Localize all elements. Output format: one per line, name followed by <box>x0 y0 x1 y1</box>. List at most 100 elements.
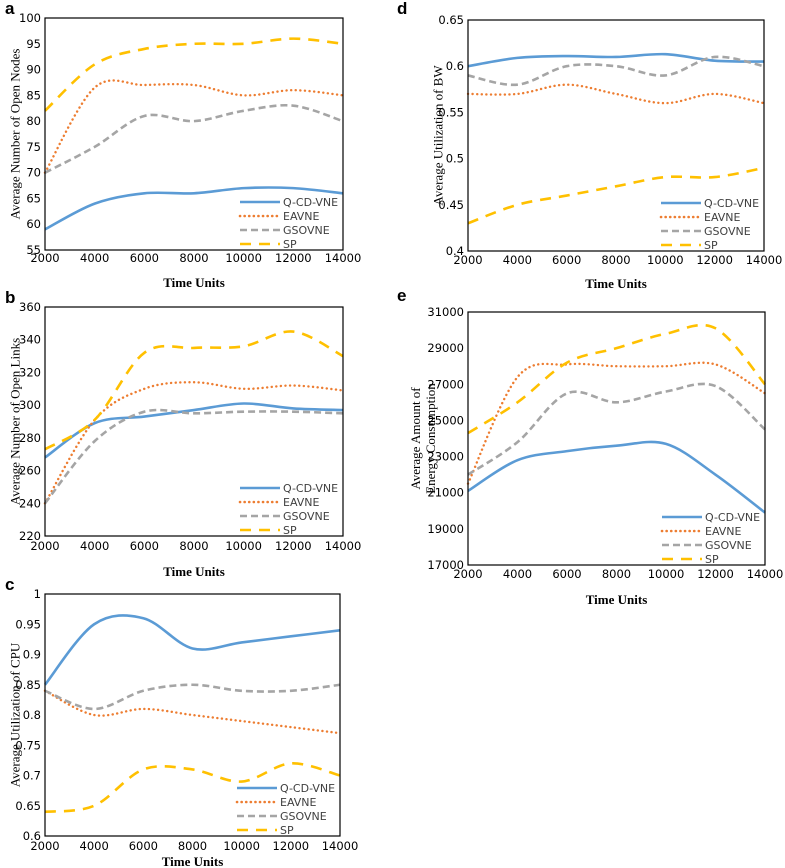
y-tick-label: 65 <box>26 191 41 205</box>
x-tick-label: 4000 <box>80 251 109 265</box>
y-tick-label: 27000 <box>427 377 464 391</box>
y-tick-label: 0.55 <box>438 105 464 119</box>
panel-label: b <box>5 288 15 307</box>
legend-label: EAVNE <box>283 496 320 509</box>
y-tick-label: 0.5 <box>446 152 464 166</box>
x-tick-label: 2000 <box>453 253 482 267</box>
y-tick-label: 280 <box>19 431 41 445</box>
y-tick-label: 25000 <box>427 413 464 427</box>
legend-label: EAVNE <box>283 210 320 223</box>
series-line <box>467 382 766 476</box>
y-tick-label: 70 <box>26 166 41 180</box>
y-axis-title: Average Number of Open Nodes <box>8 49 23 220</box>
y-tick-label: 75 <box>26 140 41 154</box>
y-tick-label: 0.9 <box>23 648 41 662</box>
y-tick-label: 95 <box>26 37 41 51</box>
y-tick-label: 0.85 <box>15 678 41 692</box>
panel-label: d <box>397 0 407 18</box>
legend-label: GSOVNE <box>704 225 751 238</box>
series-line <box>44 37 344 112</box>
y-axis-title: Average Utilization of BW <box>431 65 446 206</box>
y-tick-label: 60 <box>26 217 41 231</box>
x-tick-label: 2000 <box>453 567 482 581</box>
y-tick-label: 21000 <box>427 486 464 500</box>
y-axis-title: Average Amount of <box>408 387 423 490</box>
y-tick-label: 29000 <box>427 341 464 355</box>
x-tick-label: 8000 <box>179 539 208 553</box>
panel-a: a 55 60 65 70 75 80 85 90 95 100 2000 4000 6000 8000 10… <box>5 0 361 290</box>
x-tick-label: 10000 <box>647 253 684 267</box>
plot-area <box>44 593 341 837</box>
legend-label: SP <box>705 553 719 566</box>
legend-label: Q-CD-VNE <box>283 482 338 495</box>
series-line <box>43 408 344 505</box>
x-tick-label: 4000 <box>80 839 109 853</box>
y-tick-label: 90 <box>26 63 41 77</box>
x-tick-label: 14000 <box>322 839 359 853</box>
y-tick-label: 0.45 <box>438 198 464 212</box>
plot-area <box>44 17 344 251</box>
x-tick-label: 12000 <box>273 839 310 853</box>
y-axis-title: Average Number of Open Links <box>8 338 23 505</box>
series-line <box>43 689 342 735</box>
legend-label: SP <box>283 524 297 537</box>
x-tick-label: 14000 <box>747 567 784 581</box>
y-tick-label: 0.65 <box>15 799 41 813</box>
legend-label: EAVNE <box>704 211 741 224</box>
legend-label: SP <box>704 239 718 252</box>
x-tick-label: 4000 <box>503 567 532 581</box>
x-tick-label: 12000 <box>697 567 734 581</box>
y-tick-label: 85 <box>26 88 41 102</box>
legend-label: EAVNE <box>280 796 317 809</box>
y-tick-label: 0.65 <box>438 13 464 27</box>
legend-label: GSOVNE <box>705 539 752 552</box>
y-tick-label: 300 <box>19 398 41 412</box>
x-tick-label: 10000 <box>648 567 685 581</box>
y-tick-label: 220 <box>19 529 41 543</box>
x-axis-title: Time Units <box>162 854 224 868</box>
series-line <box>467 52 765 68</box>
y-tick-label: 17000 <box>427 558 464 572</box>
series-line <box>44 103 344 174</box>
x-axis-title: Time Units <box>163 275 225 290</box>
x-tick-label: 8000 <box>178 839 207 853</box>
x-tick-label: 4000 <box>503 253 532 267</box>
series-line <box>44 683 341 711</box>
x-tick-label: 6000 <box>130 539 159 553</box>
y-tick-label: 80 <box>26 114 41 128</box>
y-tick-label: 240 <box>19 496 41 510</box>
series-line <box>43 381 345 505</box>
panel-label: c <box>5 575 14 594</box>
x-tick-label: 2000 <box>30 539 59 553</box>
x-tick-label: 14000 <box>325 539 362 553</box>
legend-label: Q-CD-VNE <box>705 511 760 524</box>
y-tick-label: 360 <box>19 300 41 314</box>
y-tick-label: 0.4 <box>446 244 464 258</box>
panel-label: a <box>5 0 15 18</box>
x-tick-label: 2000 <box>30 251 59 265</box>
panel-d: d 0.4 0.45 0.5 0.55 0.6 0.65 2000 4000 6000 8000 10… <box>397 0 782 291</box>
x-tick-label: 10000 <box>225 251 262 265</box>
y-tick-label: 19000 <box>427 522 464 536</box>
series-line <box>467 440 766 514</box>
x-tick-label: 14000 <box>325 251 362 265</box>
y-axis-title: Average Utilization of CPU <box>8 642 23 787</box>
x-tick-label: 10000 <box>225 539 262 553</box>
x-tick-label: 12000 <box>696 253 733 267</box>
y-tick-label: 0.95 <box>15 617 41 631</box>
y-tick-label: 260 <box>19 464 41 478</box>
y-tick-label: 0.7 <box>23 769 41 783</box>
series-line <box>44 762 341 814</box>
series-line <box>44 186 344 231</box>
plot-area <box>467 19 765 252</box>
x-tick-label: 12000 <box>275 251 312 265</box>
series-line <box>44 330 344 451</box>
y-tick-label: 0.8 <box>23 708 41 722</box>
y-axis-title: Energy Consumption <box>423 383 438 494</box>
